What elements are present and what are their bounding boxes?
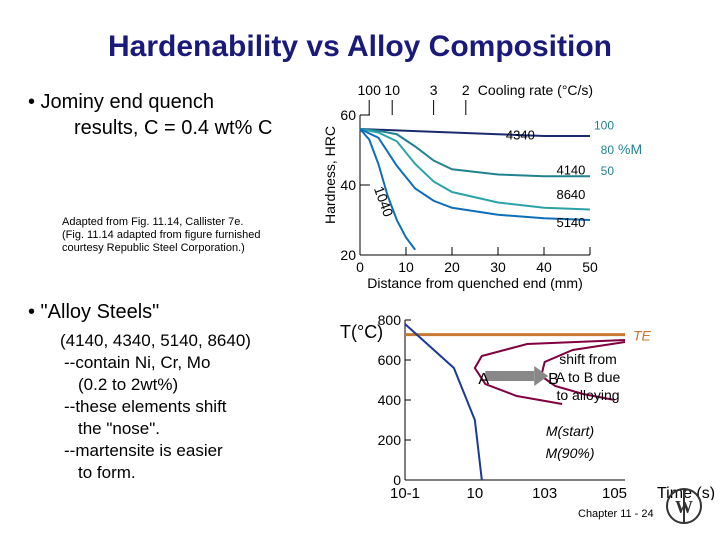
credit-text: Adapted from Fig. 11.14, Callister 7e. (… bbox=[62, 216, 261, 255]
x-axis-label: Distance from quenched end (mm) bbox=[367, 275, 583, 291]
bullet-alloy-steels: • "Alloy Steels" bbox=[28, 301, 160, 323]
alloy-line: (4140, 4340, 5140, 8640) bbox=[60, 331, 251, 350]
series-label: 4340 bbox=[506, 128, 535, 143]
series-line-4140 bbox=[359, 128, 590, 178]
series-label: 4140 bbox=[556, 162, 585, 177]
cooling-rate-tick: 100 bbox=[358, 82, 382, 98]
m-start-label: M(start) bbox=[546, 423, 594, 439]
y-tick-label: 400 bbox=[378, 392, 402, 408]
svg-text:W: W bbox=[675, 497, 693, 517]
x-tick-label: 10 bbox=[466, 485, 483, 500]
x-tick-label: 0 bbox=[356, 259, 364, 275]
martensite-mark: 100 bbox=[594, 119, 614, 133]
university-logo: W bbox=[666, 488, 702, 524]
nose-b-label: B bbox=[548, 371, 559, 388]
cooling-rate-tick: 3 bbox=[430, 82, 438, 98]
alloy-line: (0.2 to 2wt%) bbox=[78, 375, 179, 394]
bullet-jominy-2: results, C = 0.4 wt% C bbox=[74, 117, 273, 139]
cooling-rate-label: Cooling rate (°C/s) bbox=[478, 82, 593, 98]
y-tick-label: 60 bbox=[340, 107, 356, 123]
ttt-curve bbox=[473, 339, 626, 405]
martensite-label: %M bbox=[618, 141, 642, 157]
shift-annotation: to alloying bbox=[556, 387, 619, 403]
y-tick-label: 0 bbox=[393, 472, 401, 488]
x-tick-label: 10 bbox=[398, 259, 414, 275]
alloy-line: --these elements shift bbox=[64, 397, 227, 416]
series-line-4340 bbox=[359, 128, 590, 137]
slide-title: Hardenability vs Alloy Composition bbox=[108, 30, 612, 63]
bullet-jominy: • Jominy end quench bbox=[28, 91, 215, 113]
shift-annotation: shift from bbox=[559, 351, 617, 367]
x-tick-label: 103 bbox=[532, 485, 557, 500]
alloy-list: (4140, 4340, 5140, 8640) --contain Ni, C… bbox=[60, 330, 251, 484]
y-tick-label: 20 bbox=[340, 247, 356, 263]
y-tick-label: 600 bbox=[378, 352, 402, 368]
x-tick-label: 40 bbox=[536, 259, 552, 275]
series-line-5140 bbox=[359, 128, 591, 221]
series-line-8640 bbox=[359, 128, 591, 211]
alloy-line: to form. bbox=[78, 463, 136, 482]
martensite-mark: 80 bbox=[601, 143, 615, 157]
series-label: 8640 bbox=[556, 187, 585, 202]
alloy-line: --contain Ni, Cr, Mo bbox=[64, 353, 211, 372]
series-label: 1040 bbox=[371, 184, 397, 219]
credit-line: Adapted from Fig. 11.14, Callister 7e. bbox=[62, 216, 244, 228]
series-line-1040 bbox=[359, 128, 416, 251]
footer-chapter: Chapter 11 - 24 bbox=[578, 508, 654, 520]
y-tick-label: 800 bbox=[378, 312, 402, 328]
shift-arrow-head bbox=[534, 366, 549, 386]
x-tick-label: 50 bbox=[582, 259, 598, 275]
y-tick-label: 200 bbox=[378, 432, 402, 448]
x-tick-label: 105 bbox=[602, 485, 627, 500]
y-axis-label: T(°C) bbox=[340, 322, 383, 342]
shift-annotation: A to B due bbox=[556, 369, 621, 385]
credit-line: courtesy Republic Steel Corporation.) bbox=[62, 242, 245, 254]
y-axis-label: Hardness, HRC bbox=[322, 126, 338, 224]
te-label: TE bbox=[633, 328, 652, 344]
martensite-mark: 50 bbox=[601, 164, 615, 178]
x-tick-label: 20 bbox=[444, 259, 460, 275]
nose-a-label: A bbox=[478, 371, 489, 388]
alloy-line: the "nose". bbox=[78, 419, 161, 438]
alloy-line: --martensite is easier bbox=[64, 441, 223, 460]
m-90-label: M(90%) bbox=[545, 445, 594, 461]
y-tick-label: 40 bbox=[340, 177, 356, 193]
x-axis-label: Time (s) bbox=[657, 485, 715, 500]
ttt-curve bbox=[404, 323, 483, 481]
credit-line: (Fig. 11.14 adapted from figure furnishe… bbox=[62, 229, 261, 241]
cooling-rate-tick: 2 bbox=[462, 82, 470, 98]
x-tick-label: 10-1 bbox=[390, 485, 420, 500]
series-label: 5140 bbox=[556, 215, 585, 230]
cooling-rate-tick: 10 bbox=[384, 82, 400, 98]
x-tick-label: 30 bbox=[490, 259, 506, 275]
